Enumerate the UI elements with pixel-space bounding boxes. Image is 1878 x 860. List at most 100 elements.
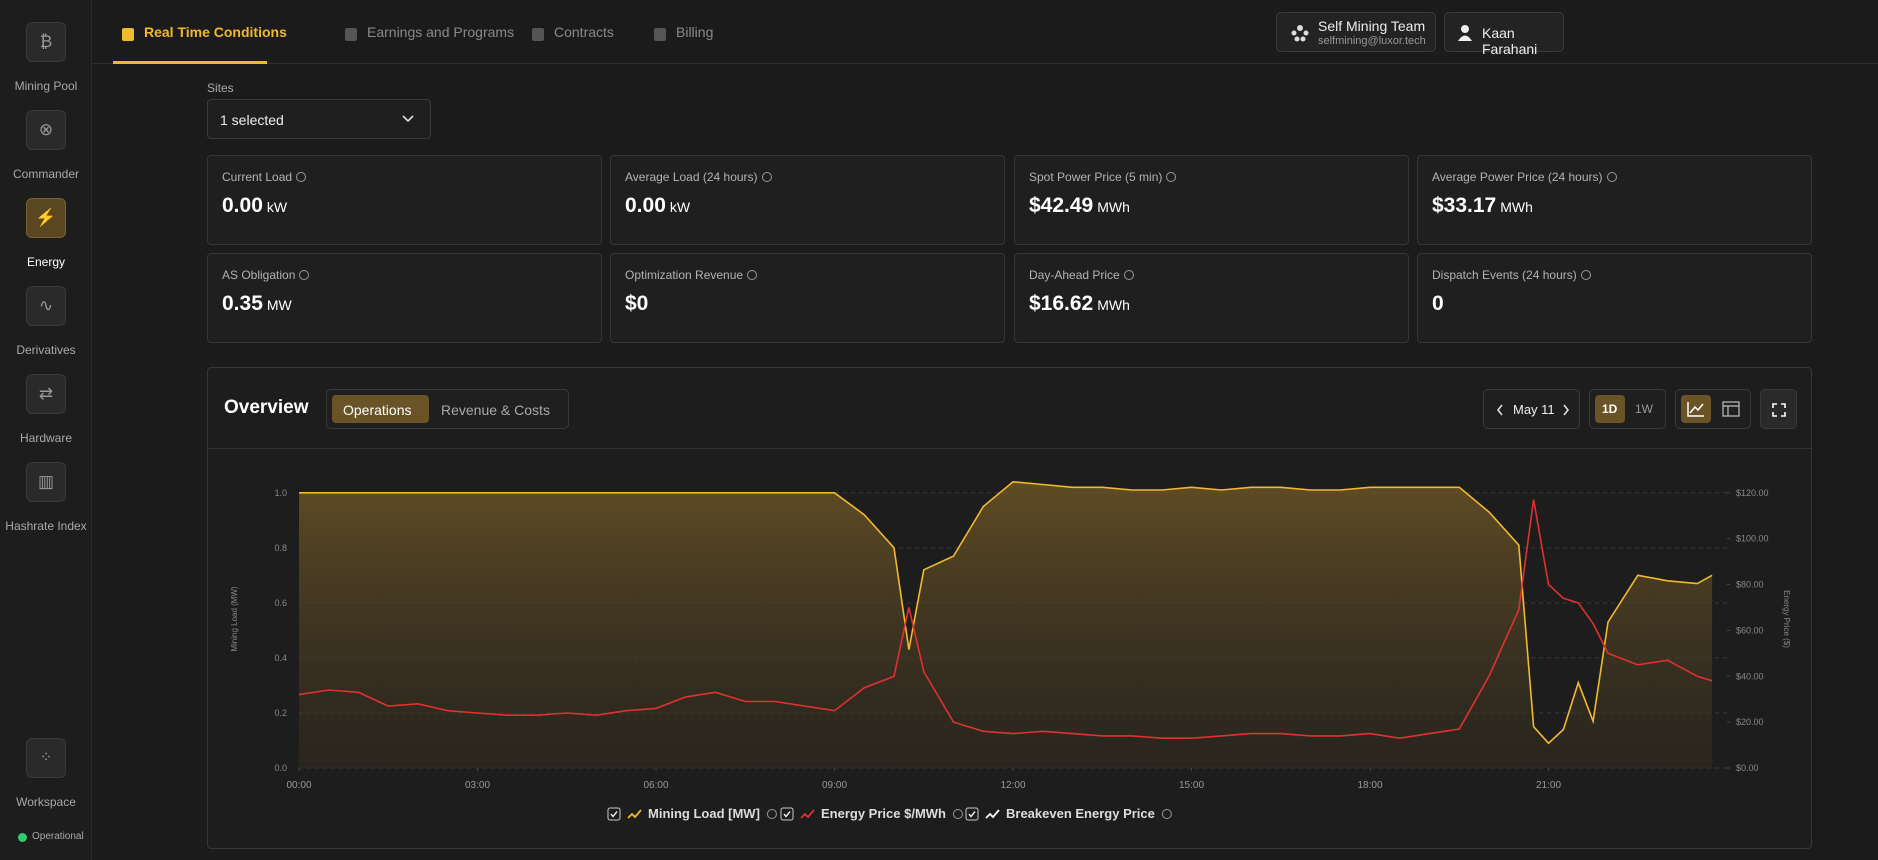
active-toggle	[332, 395, 429, 423]
user-button[interactable]: Kaan Farahani	[1444, 12, 1564, 57]
team-email: selfmining@luxor.tech	[1318, 35, 1426, 47]
metric-label-text: Average Load (24 hours)	[625, 170, 758, 184]
status-dot	[18, 833, 27, 842]
metric-card: Average Power Price (24 hours) $33.17 MWh	[1417, 155, 1812, 245]
nav-icon[interactable]: ₿	[26, 22, 66, 62]
metric-label: Optimization Revenue	[625, 268, 758, 282]
metric-card: Optimization Revenue $0	[610, 253, 1005, 343]
icon-glyph: ⇄	[38, 384, 54, 403]
metric-label: Average Load (24 hours)	[625, 170, 772, 184]
metric-label: Average Power Price (24 hours)	[1432, 170, 1617, 184]
metric-value: $16.62	[1029, 292, 1094, 315]
nav-tab[interactable]: Real Time Conditions	[144, 24, 287, 40]
divider	[208, 448, 1811, 449]
tab-icon	[654, 28, 666, 41]
metric-unit: MWh	[1097, 199, 1130, 215]
metric-label-text: Current Load	[222, 170, 293, 184]
metric-value: 0.00	[222, 194, 263, 217]
metric-label-text: Dispatch Events (24 hours)	[1432, 268, 1577, 282]
legend-checkbox[interactable]	[965, 807, 979, 821]
y2-tick-label: $60.00	[1736, 625, 1764, 635]
series-area	[299, 481, 1713, 768]
range-toggle: 1D 1W	[1589, 389, 1666, 429]
nav-label: Hashrate Index	[5, 519, 87, 533]
nav-icon[interactable]: ⊗	[26, 110, 66, 150]
x-tick-label: 18:00	[1357, 780, 1382, 791]
workspace-icon[interactable]: ⁘	[26, 738, 66, 778]
metric-card: Dispatch Events (24 hours) 0	[1417, 253, 1812, 343]
user-icon	[1458, 25, 1472, 41]
y2-axis-title: Energy Price ($)	[1782, 590, 1791, 648]
series-line	[299, 480, 1713, 745]
icon-glyph: ▥	[37, 472, 55, 491]
next[interactable]	[1562, 404, 1570, 416]
nav-tab[interactable]: Billing	[676, 24, 714, 40]
icon-glyph: ⊗	[38, 120, 54, 139]
team-button[interactable]: Self Mining Team selfmining@luxor.tech	[1276, 12, 1436, 52]
info-icon	[1580, 270, 1591, 280]
metric-value: 0	[1432, 292, 1444, 315]
y-tick-label: 0.8	[274, 543, 287, 553]
metric-label-text: Optimization Revenue	[625, 268, 744, 282]
tab-icon	[532, 28, 544, 41]
y-tick-label: 0.6	[274, 598, 287, 608]
legend-swatch	[985, 809, 1000, 819]
toggle-revenue[interactable]: Revenue & Costs	[441, 402, 550, 418]
overview-panel: Overview Operations Revenue & Costs May …	[207, 367, 1812, 849]
metric-label-text: Spot Power Price (5 min)	[1029, 170, 1163, 184]
line-icon[interactable]	[1687, 401, 1705, 417]
x-tick-label: 03:00	[465, 780, 490, 791]
range-1w[interactable]: 1W	[1635, 402, 1653, 416]
tab-icon	[122, 28, 134, 41]
metric-value: $42.49	[1029, 194, 1094, 217]
info-icon	[747, 270, 758, 280]
info-icon	[299, 270, 310, 280]
overview-title: Overview	[224, 397, 309, 418]
legend-checkbox[interactable]	[780, 807, 794, 821]
y-axis-title: Mining Load (MW)	[230, 586, 239, 652]
nav-label: Mining Pool	[14, 79, 78, 93]
info-icon	[761, 172, 772, 182]
metric-label: Spot Power Price (5 min)	[1029, 170, 1177, 184]
metric-value: 0.35	[222, 292, 263, 315]
table-icon[interactable]	[1722, 401, 1740, 417]
sites-select[interactable]: 1 selected	[207, 99, 431, 139]
metric-card: Spot Power Price (5 min) $42.49 MWh	[1014, 155, 1409, 245]
legend-checkbox[interactable]	[607, 807, 621, 821]
chevron	[402, 115, 414, 123]
chart: 0.0 0.2 0.4 0.6 0.8 1.0 $0.00 $20.00 $40.00 $60.0…	[230, 480, 1791, 821]
legend-label: Energy Price $/MWh	[821, 806, 946, 821]
metric-unit: MWh	[1500, 199, 1533, 215]
check	[783, 811, 791, 818]
metric-label: Day-Ahead Price	[1029, 268, 1134, 282]
nav-tab[interactable]: Earnings and Programs	[367, 24, 515, 40]
y2-tick-label: $40.00	[1736, 671, 1764, 681]
nav-icon[interactable]: ∿	[26, 286, 66, 326]
metric-value-row: 0	[1432, 292, 1444, 316]
y2-tick-label: $120.00	[1736, 488, 1769, 498]
chart-type-toggle	[1675, 389, 1751, 429]
nav-icon[interactable]: ⇄	[26, 374, 66, 414]
nav-icon[interactable]: ▥	[26, 462, 66, 502]
metric-value-row: $42.49 MWh	[1029, 194, 1130, 218]
fullscreen-button[interactable]	[1760, 389, 1797, 429]
icon-glyph: ⁘	[39, 749, 53, 766]
user-name: Kaan Farahani	[1482, 25, 1538, 57]
nav-tab[interactable]: Contracts	[554, 24, 614, 40]
sites-value: 1 selected	[220, 112, 284, 128]
icon-glyph: ₿	[39, 32, 53, 51]
nav-icon[interactable]: ⚡	[26, 198, 66, 238]
x-tick-label: 12:00	[1000, 780, 1025, 791]
x-tick-label: 06:00	[643, 780, 668, 791]
toggle-operations[interactable]: Operations	[343, 402, 412, 418]
range-1d[interactable]: 1D	[1602, 402, 1618, 416]
metric-card: Day-Ahead Price $16.62 MWh	[1014, 253, 1409, 343]
prev[interactable]	[1496, 404, 1504, 416]
metric-card: AS Obligation 0.35 MW	[207, 253, 602, 343]
metric-card: Current Load 0.00 kW	[207, 155, 602, 245]
x-tick-label: 21:00	[1536, 780, 1561, 791]
date-picker[interactable]: May 11	[1483, 389, 1580, 429]
sites-label: Sites	[207, 81, 234, 95]
info-icon	[766, 809, 777, 819]
